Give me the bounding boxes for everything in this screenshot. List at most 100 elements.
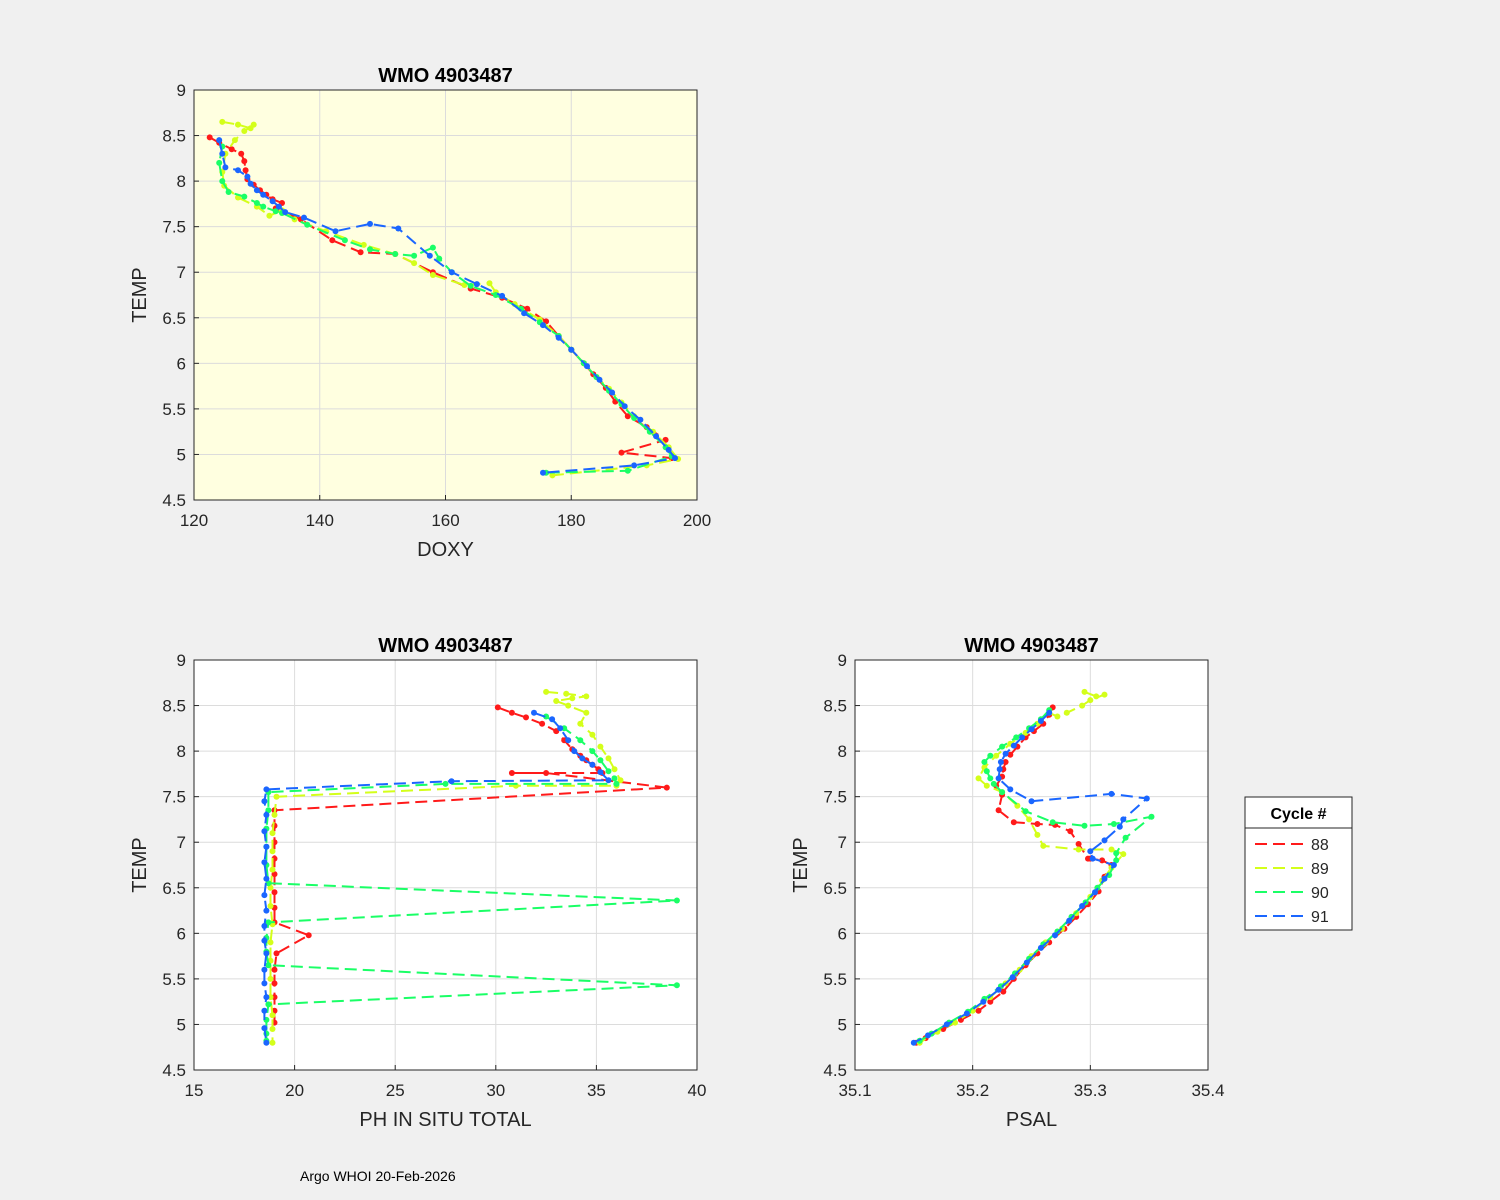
data-point [305, 932, 312, 939]
data-point [1075, 846, 1082, 853]
data-point [448, 778, 455, 785]
data-point [242, 167, 249, 174]
data-point [1037, 718, 1044, 724]
data-point [1052, 932, 1058, 939]
data-point [269, 866, 276, 873]
data-point [571, 748, 578, 755]
data-point [235, 121, 241, 128]
data-point [910, 1039, 917, 1046]
data-point [261, 859, 268, 866]
data-point [269, 1026, 276, 1032]
legend-label: 89 [1311, 861, 1329, 878]
data-point [993, 752, 1000, 759]
data-point [411, 260, 418, 267]
data-point [1113, 857, 1120, 864]
data-point [540, 322, 546, 329]
legend-label: 91 [1311, 909, 1329, 926]
data-point [987, 752, 994, 759]
y-tick-label: 9 [838, 651, 847, 670]
data-point [653, 433, 660, 440]
y-tick-label: 5 [838, 1015, 847, 1034]
x-axis-label: PH IN SITU TOTAL [359, 1109, 531, 1131]
data-point [1023, 959, 1030, 966]
data-point [1000, 988, 1007, 995]
data-point [219, 118, 226, 125]
x-tick-label: 35.3 [1074, 1081, 1107, 1100]
data-point [241, 193, 248, 200]
data-point [448, 269, 455, 276]
data-point [1067, 828, 1074, 835]
legend-entry-90: 90 [1255, 885, 1329, 902]
data-point [329, 237, 336, 244]
data-point [983, 768, 990, 775]
data-point [549, 472, 556, 479]
data-point [1093, 693, 1100, 700]
y-tick-label: 7 [838, 833, 847, 852]
data-point [267, 903, 274, 909]
data-point [1034, 831, 1041, 838]
data-point [1079, 903, 1086, 909]
data-point [261, 923, 268, 929]
data-point [1009, 974, 1016, 981]
data-point [269, 1012, 276, 1019]
data-point [1028, 726, 1035, 733]
data-point [1081, 688, 1088, 695]
data-point [543, 713, 550, 720]
x-tick-label: 25 [386, 1081, 405, 1100]
data-point [241, 158, 248, 165]
data-point [473, 281, 480, 288]
data-point [250, 121, 257, 128]
data-point [609, 389, 616, 396]
data-point [260, 191, 267, 198]
y-tick-label: 8.5 [823, 697, 847, 716]
data-point [621, 403, 628, 410]
chart-title: WMO 4903487 [378, 635, 513, 657]
data-point [999, 789, 1006, 796]
data-point [241, 128, 248, 134]
psal-temp-plot: 35.1 35.2 35.3 35.4 4.5 5 5.5 6 6.5 7 7.5 8 8.5 9 WMO … [790, 635, 1225, 1131]
data-point [665, 446, 672, 453]
data-point [273, 793, 280, 800]
data-point [222, 164, 229, 171]
y-tick-label: 4.5 [162, 491, 186, 510]
y-tick-label: 6 [838, 924, 847, 943]
x-tick-label: 120 [180, 511, 208, 530]
data-point [596, 376, 603, 383]
data-point [1120, 816, 1127, 823]
data-point [263, 994, 270, 1001]
data-point [1079, 702, 1086, 709]
data-point [1110, 821, 1117, 827]
data-point [597, 757, 604, 764]
plot-area [855, 660, 1208, 1070]
data-point [524, 305, 531, 312]
data-point [1019, 734, 1026, 741]
data-point [267, 939, 274, 946]
data-point [261, 1025, 268, 1032]
data-point [231, 137, 238, 144]
data-point [1120, 851, 1127, 858]
data-point [1066, 917, 1073, 924]
data-point [367, 220, 373, 227]
legend-entry-88: 88 [1255, 837, 1329, 854]
data-point [981, 759, 988, 765]
y-tick-label: 7.5 [823, 788, 847, 807]
series-cycle-91 [261, 709, 612, 1046]
data-point [494, 704, 501, 711]
data-point [1028, 798, 1035, 805]
data-point [265, 962, 272, 969]
x-tick-label: 35 [587, 1081, 606, 1100]
data-point [1108, 846, 1115, 853]
x-axis-label: DOXY [417, 539, 474, 561]
data-point [411, 252, 418, 259]
data-point [568, 346, 575, 353]
data-point [206, 134, 213, 141]
data-point [583, 693, 590, 700]
data-point [267, 994, 274, 1001]
data-point [269, 830, 276, 837]
data-point [271, 811, 278, 818]
data-point [584, 363, 590, 370]
data-point [1089, 855, 1096, 862]
data-point [618, 449, 625, 456]
data-point [263, 843, 270, 850]
data-point [261, 980, 268, 987]
